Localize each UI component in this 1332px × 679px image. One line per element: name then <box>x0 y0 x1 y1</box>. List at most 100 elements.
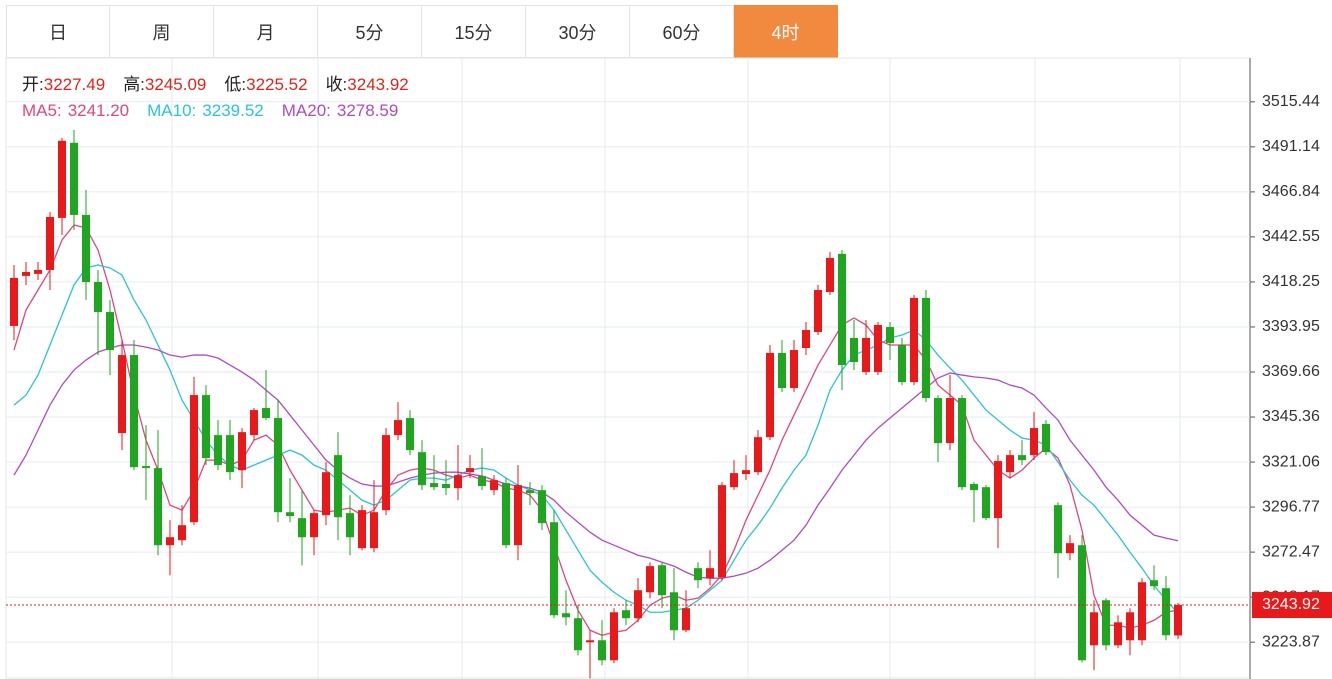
period-tab[interactable]: 15分 <box>422 5 526 58</box>
candle-body <box>982 487 990 519</box>
candle-body <box>298 518 306 538</box>
candle-body <box>502 483 510 546</box>
candle-body <box>1126 612 1134 641</box>
candle-body <box>514 485 522 546</box>
candle-body <box>118 355 126 434</box>
candle-body <box>754 437 762 473</box>
y-tick-label: 3223.87 <box>1262 633 1320 650</box>
candle-body <box>442 484 450 489</box>
candle-body <box>826 257 834 293</box>
period-tab[interactable]: 5分 <box>318 5 422 58</box>
candle-body <box>994 461 1002 519</box>
candle-body <box>418 452 426 486</box>
time-grid <box>171 58 1181 679</box>
candle-body <box>1174 605 1182 636</box>
candle-body <box>238 432 246 471</box>
y-tick-label: 3515.44 <box>1262 93 1320 110</box>
candle-body <box>814 289 822 333</box>
candle-body <box>958 398 966 488</box>
period-tab[interactable]: 60分 <box>630 5 734 58</box>
candle-body <box>334 455 342 518</box>
candle-body <box>730 473 738 488</box>
candle-body <box>778 353 786 389</box>
candles <box>6 129 1250 679</box>
candle-body <box>1150 580 1158 587</box>
candle-body <box>70 142 78 215</box>
ohlc-value: 3225.52 <box>246 75 308 94</box>
candle-body <box>634 590 642 619</box>
candle-body <box>22 272 30 276</box>
candle-body <box>898 345 906 383</box>
candle-body <box>862 337 870 373</box>
ma-label: MA10: <box>147 101 197 120</box>
candle-body <box>466 468 474 473</box>
candle-body <box>526 490 534 494</box>
candle-body <box>766 353 774 438</box>
candle-body <box>490 480 498 491</box>
candle-body <box>358 510 366 549</box>
y-axis: 3515.44 3491.14 3466.84 3442.55 3418.25 3393.… <box>1250 93 1332 650</box>
ohlc-label: 开: <box>22 75 44 94</box>
ohlc-row: 开:3227.49 高:3245.09 低:3225.52 收:3243.92 <box>22 72 427 98</box>
period-tab[interactable]: 30分 <box>526 5 630 58</box>
candle-body <box>94 282 102 313</box>
candle-body <box>682 608 690 631</box>
candle-body <box>46 216 54 270</box>
candle-body <box>250 410 258 436</box>
candle-body <box>286 512 294 517</box>
candle-body <box>1018 455 1026 461</box>
candle-body <box>838 253 846 366</box>
period-tab[interactable]: 4时 <box>734 5 838 58</box>
candle-body <box>166 537 174 546</box>
ma-line <box>13 224 1179 636</box>
candle-body <box>610 612 618 661</box>
candle-body <box>1006 455 1014 473</box>
candle-body <box>478 476 486 487</box>
candle-body <box>706 568 714 579</box>
candle-body <box>1138 582 1146 641</box>
y-tick-label: 3272.47 <box>1262 543 1320 560</box>
candle-body <box>226 435 234 473</box>
y-tick-label: 3491.14 <box>1262 138 1320 155</box>
period-tab[interactable]: 日 <box>6 5 110 58</box>
candle-body <box>970 484 978 491</box>
y-tick-label: 3442.55 <box>1262 228 1320 245</box>
candle-body <box>142 466 150 469</box>
y-tick-label: 3393.95 <box>1262 318 1320 335</box>
candle-body <box>1042 423 1050 453</box>
ohlc-info: 开:3227.49 高:3245.09 低:3225.52 收:3243.92 MA5… <box>22 72 427 124</box>
candle-body <box>550 522 558 616</box>
ma-value: 3278.59 <box>336 101 399 120</box>
candle-body <box>538 490 546 524</box>
candle-body <box>202 395 210 459</box>
candle-body <box>34 269 42 274</box>
candle-body <box>1162 588 1170 636</box>
candle-body <box>310 513 318 538</box>
candle-body <box>346 513 354 538</box>
candle-body <box>790 350 798 389</box>
period-tab[interactable]: 月 <box>214 5 318 58</box>
candle-body <box>874 325 882 373</box>
ma-row: MA5: 3241.20 MA10: 3239.52 MA20: 3278.59 <box>22 98 427 124</box>
candle-body <box>370 512 378 549</box>
candle-body <box>742 470 750 475</box>
candle-body <box>154 468 162 546</box>
ma-lines <box>13 224 1179 636</box>
period-tabs: 日周月 5分 15分 30分 60分 4时 <box>6 5 838 58</box>
price-label: 3243.92 <box>1262 596 1320 613</box>
y-tick-label: 3466.84 <box>1262 183 1320 200</box>
price-label-box <box>1252 592 1332 619</box>
candle-body <box>106 312 114 351</box>
candle-body <box>406 418 414 451</box>
candle-body <box>586 640 594 643</box>
candle-body <box>922 297 930 399</box>
candle-body <box>562 613 570 618</box>
ohlc-label: 收: <box>325 75 348 94</box>
y-tick-label: 3345.36 <box>1262 408 1320 425</box>
ma-label: MA20: <box>281 101 331 120</box>
candle-body <box>646 566 654 593</box>
candle-body <box>694 568 702 581</box>
candle-body <box>1066 543 1074 554</box>
ohlc-value: 3227.49 <box>43 75 106 94</box>
